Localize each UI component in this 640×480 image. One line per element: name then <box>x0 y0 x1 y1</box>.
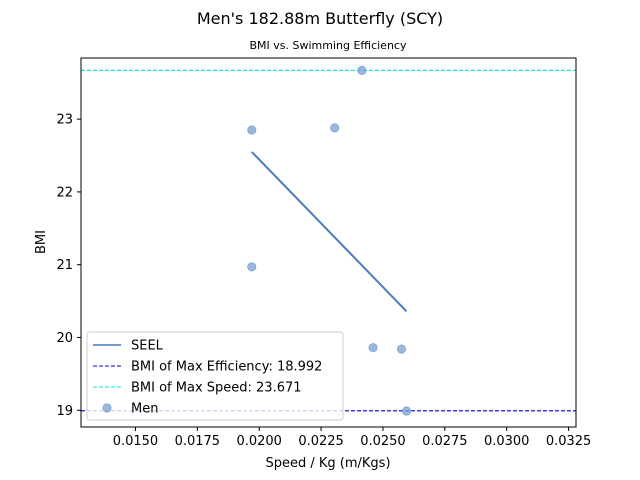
x-axis-label: Speed / Kg (m/Kgs) <box>265 456 390 471</box>
x-tick-label: 0.0325 <box>546 434 592 449</box>
x-tick-label: 0.0250 <box>360 434 406 449</box>
y-axis-label: BMI <box>34 230 49 254</box>
legend-label: BMI of Max Efficiency: 18.992 <box>131 360 322 375</box>
seel-line <box>251 151 408 312</box>
y-axis: 19 20 21 22 23 <box>56 113 81 419</box>
scatter-point-0 <box>247 125 257 135</box>
scatter-point-5 <box>396 344 407 354</box>
y-tick-label: 20 <box>56 331 73 346</box>
y-tick-label: 19 <box>56 404 73 419</box>
chart-title: Men's 182.88m Butterfly (SCY) <box>197 9 443 28</box>
x-tick-label: 0.0275 <box>422 434 468 449</box>
chart-subtitle: BMI vs. Swimming Efficiency <box>250 39 407 52</box>
legend-label: Men <box>131 402 158 417</box>
legend-label: BMI of Max Speed: 23.671 <box>131 381 302 396</box>
y-tick-label: 22 <box>56 185 73 200</box>
plot-frame <box>80 57 577 428</box>
scatter-point-3 <box>357 65 367 75</box>
legend-box <box>86 331 344 421</box>
y-tick-label: 21 <box>56 258 73 273</box>
x-tick-label: 0.0200 <box>236 434 282 449</box>
legend-swatch-men <box>102 403 112 413</box>
legend-label: SEEL <box>131 339 164 354</box>
legend: SEEL BMI of Max Efficiency: 18.992 BMI of … <box>86 331 344 421</box>
x-axis: 0.0150 0.0175 0.0200 0.0225 0.0250 0.0275 0.03… <box>113 427 592 449</box>
x-tick-label: 0.0150 <box>113 434 159 449</box>
y-tick-label: 23 <box>56 113 73 128</box>
x-tick-label: 0.0225 <box>298 434 344 449</box>
scatter-point-6 <box>401 406 412 416</box>
scatter-point-4 <box>368 343 378 353</box>
x-tick-label: 0.0175 <box>175 434 221 449</box>
scatter-point-1 <box>247 262 257 272</box>
x-tick-label: 0.0300 <box>484 434 530 449</box>
scatter-point-2 <box>330 123 340 133</box>
